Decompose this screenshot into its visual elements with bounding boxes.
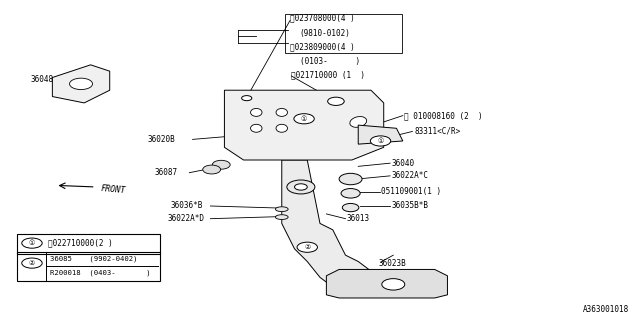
Text: 36022A*D: 36022A*D: [167, 214, 204, 223]
Polygon shape: [358, 125, 403, 144]
Circle shape: [342, 204, 359, 212]
Text: 36013: 36013: [347, 214, 370, 223]
Text: 83311<C/R>: 83311<C/R>: [414, 127, 461, 136]
Circle shape: [294, 184, 307, 190]
Circle shape: [371, 136, 391, 146]
Text: ①: ①: [301, 116, 307, 122]
Text: (0103-      ): (0103- ): [300, 57, 360, 66]
Text: ⓝ022710000(2 ): ⓝ022710000(2 ): [48, 239, 113, 248]
Text: ②: ②: [29, 260, 35, 266]
Circle shape: [212, 160, 230, 169]
Text: 36048: 36048: [30, 75, 53, 84]
Circle shape: [70, 78, 93, 90]
Circle shape: [297, 242, 317, 252]
Text: A363001018: A363001018: [583, 305, 629, 314]
Text: 36023B: 36023B: [379, 259, 406, 268]
Text: ⓝ021710000 (1  ): ⓝ021710000 (1 ): [291, 70, 365, 79]
Text: ⓝ023809000(4 ): ⓝ023809000(4 ): [290, 42, 355, 51]
Text: R200018  (0403-       ): R200018 (0403- ): [50, 269, 150, 276]
Circle shape: [339, 173, 362, 185]
Text: ②: ②: [304, 244, 310, 250]
Circle shape: [22, 258, 42, 268]
Ellipse shape: [250, 108, 262, 116]
Ellipse shape: [250, 124, 262, 132]
Text: 36087: 36087: [154, 168, 177, 177]
Ellipse shape: [275, 207, 288, 212]
Polygon shape: [225, 90, 384, 160]
Text: 36040: 36040: [392, 159, 415, 168]
Text: 36085    (9902-0402): 36085 (9902-0402): [50, 255, 138, 261]
Text: 36020B: 36020B: [148, 135, 176, 144]
Text: Ⓑ 010008160 (2  ): Ⓑ 010008160 (2 ): [404, 111, 483, 120]
Text: 051109001(1 ): 051109001(1 ): [381, 187, 442, 196]
Circle shape: [382, 279, 404, 290]
Ellipse shape: [350, 116, 367, 127]
Text: 36035B*B: 36035B*B: [392, 202, 428, 211]
Polygon shape: [52, 65, 109, 103]
Text: ①: ①: [378, 138, 383, 144]
Text: ⓝ023708000(4 ): ⓝ023708000(4 ): [290, 13, 355, 22]
Text: (9810-0102): (9810-0102): [300, 28, 351, 38]
Polygon shape: [282, 160, 384, 293]
Circle shape: [328, 97, 344, 105]
Circle shape: [22, 238, 42, 248]
Text: ①: ①: [29, 240, 35, 246]
Ellipse shape: [276, 124, 287, 132]
Circle shape: [294, 114, 314, 124]
Circle shape: [242, 96, 252, 101]
Circle shape: [341, 188, 360, 198]
Circle shape: [287, 180, 315, 194]
Polygon shape: [326, 269, 447, 298]
Text: 36022A*C: 36022A*C: [392, 172, 428, 180]
Text: FRONT: FRONT: [100, 184, 126, 195]
Circle shape: [203, 165, 221, 174]
Ellipse shape: [275, 215, 288, 220]
Ellipse shape: [276, 108, 287, 116]
Text: 36036*B: 36036*B: [170, 202, 203, 211]
